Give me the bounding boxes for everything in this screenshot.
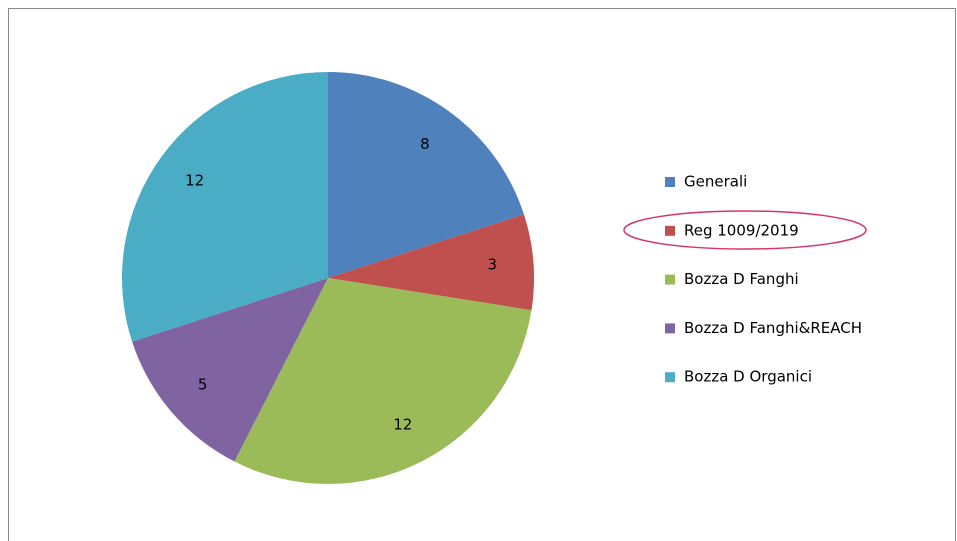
data-label: 3 bbox=[488, 256, 498, 274]
legend-swatch bbox=[665, 274, 675, 285]
data-label: 5 bbox=[198, 376, 208, 394]
highlight-ellipse bbox=[623, 210, 867, 250]
pie-slice bbox=[328, 72, 524, 278]
legend-swatch bbox=[665, 225, 675, 236]
data-label: 12 bbox=[185, 172, 204, 190]
pie-slice bbox=[234, 278, 532, 485]
legend-label: Bozza D Fanghi bbox=[684, 270, 799, 288]
data-label: 12 bbox=[393, 415, 412, 433]
legend-swatch bbox=[665, 177, 675, 187]
legend-label: Bozza D Organici bbox=[684, 368, 812, 386]
legend-label: Generali bbox=[684, 173, 747, 191]
pie-slice bbox=[121, 72, 329, 342]
legend-label: Bozza D Fanghi&REACH bbox=[684, 319, 862, 337]
legend-label: Reg 1009/2019 bbox=[684, 221, 799, 239]
pie-slice bbox=[328, 214, 534, 311]
pie-slice bbox=[132, 278, 328, 462]
legend-swatch bbox=[665, 323, 675, 334]
data-label: 8 bbox=[420, 135, 430, 153]
legend-swatch bbox=[665, 372, 675, 383]
